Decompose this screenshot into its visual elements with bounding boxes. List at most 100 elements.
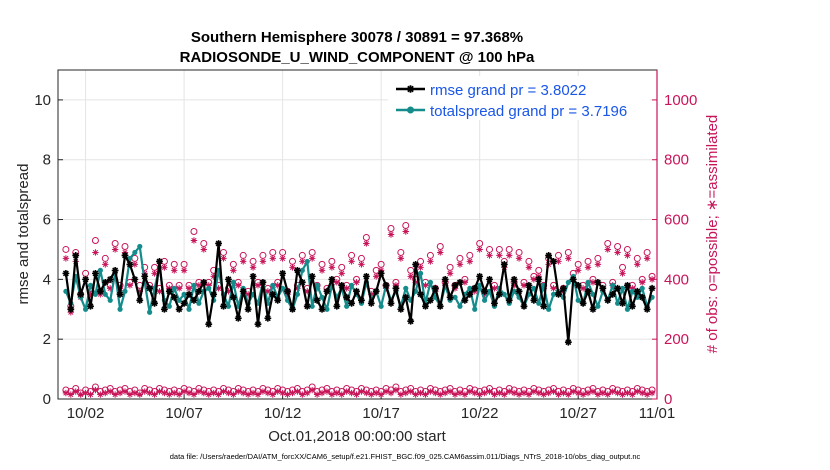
rmse-point	[77, 290, 85, 298]
totalspread-point	[619, 285, 626, 291]
rmse-point	[604, 296, 612, 304]
rmse-point	[476, 272, 484, 280]
rmse-point	[303, 302, 311, 310]
obs-assimilated-marker	[215, 285, 222, 292]
totalspread-point	[610, 282, 616, 288]
totalspread-point	[481, 297, 488, 303]
totalspread-point	[585, 279, 591, 285]
rmse-point	[229, 293, 237, 301]
obs-possible-marker	[604, 239, 612, 247]
totalspread-point	[280, 285, 286, 291]
obs-assimilated-low-marker	[161, 389, 168, 397]
obs-assimilated-low-marker	[328, 391, 336, 398]
obs-assimilated-low-marker	[180, 388, 188, 395]
obs-assimilated-marker	[446, 270, 454, 277]
obs-assimilated-low-marker	[67, 391, 75, 398]
totalspread-point	[294, 291, 301, 297]
rmse-point	[121, 252, 129, 259]
obs-possible-marker	[466, 251, 474, 259]
obs-possible-marker	[417, 257, 425, 265]
obs-assimilated-low-marker	[185, 389, 193, 397]
obs-assimilated-low-marker	[348, 389, 355, 397]
rmse-point	[289, 305, 296, 313]
rmse-point	[638, 293, 646, 301]
obs-possible-marker	[357, 254, 365, 262]
y2-tick-label: 800	[664, 152, 689, 169]
obs-assimilated-low-marker	[358, 388, 365, 395]
rmse-point	[520, 302, 528, 310]
rmse-line	[64, 242, 654, 344]
totalspread-point	[82, 306, 89, 312]
rmse-point	[402, 293, 410, 301]
obs-assimilated-marker	[279, 255, 286, 262]
totalspread-point	[536, 300, 542, 306]
obs-assimilated-marker	[614, 249, 621, 256]
obs-assimilated-marker	[491, 285, 498, 292]
rmse-point	[220, 302, 227, 310]
obs-assimilated-marker	[235, 282, 242, 289]
obs-assimilated-low-marker	[535, 389, 542, 397]
obs-possible-marker	[348, 251, 356, 259]
rmse-point	[126, 261, 134, 268]
legend-box	[388, 76, 650, 120]
obs-possible-marker	[62, 245, 70, 253]
obs-assimilated-marker	[259, 258, 267, 265]
obs-assimilated-marker	[427, 258, 434, 265]
totalspread-point	[92, 291, 99, 297]
rmse-point	[269, 290, 277, 298]
obs-assimilated-marker	[437, 249, 444, 256]
obs-assimilated-marker	[530, 276, 538, 283]
obs-assimilated-low-marker	[614, 389, 621, 397]
rmse-point	[298, 278, 306, 286]
footnote: data file: /Users/raeder/DAI/ATM_forcXX/…	[170, 452, 641, 461]
obs-assimilated-marker	[550, 285, 557, 292]
obs-possible-marker	[623, 245, 631, 253]
obs-assimilated-low-marker	[520, 389, 528, 397]
obs-assimilated-low-marker	[594, 391, 602, 398]
rmse-point	[471, 284, 479, 292]
totalspread-point	[452, 294, 458, 300]
rmse-point	[239, 287, 247, 295]
rmse-point	[294, 266, 301, 274]
totalspread-point	[309, 303, 315, 309]
rmse-point	[151, 299, 158, 307]
obs-assimilated-marker	[363, 240, 370, 247]
totalspread-point	[132, 249, 138, 256]
y2-tick-label: 1000	[664, 92, 697, 109]
obs-assimilated-low-marker	[353, 391, 360, 398]
obs-assimilated-low-marker	[427, 388, 434, 395]
obs-assimilated-low-marker	[466, 388, 474, 395]
rmse-point	[446, 293, 454, 301]
obs-assimilated-marker	[353, 279, 360, 286]
rmse-point	[574, 281, 582, 289]
obs-possible-marker	[151, 263, 159, 271]
obs-assimilated-low-marker	[363, 389, 370, 397]
obs-assimilated-low-marker	[131, 389, 139, 397]
totalspread-point	[477, 282, 483, 288]
obs-assimilated-low-marker	[284, 391, 291, 398]
totalspread-point	[206, 285, 212, 291]
totalspread-point	[629, 288, 635, 294]
rmse-point	[609, 290, 617, 298]
obs-possible-marker	[564, 248, 572, 256]
obs-assimilated-marker	[175, 285, 183, 292]
obs-assimilated-low-marker	[565, 391, 572, 398]
totalspread-point	[147, 309, 153, 315]
obs-assimilated-marker	[92, 249, 99, 256]
obs-assimilated-low-marker	[624, 389, 631, 397]
x-tick-label: 10/22	[461, 405, 499, 422]
rmse-point	[624, 281, 631, 289]
totalspread-point	[624, 306, 631, 312]
rmse-point	[225, 275, 232, 283]
rmse-point	[185, 290, 193, 298]
obs-assimilated-marker	[407, 273, 414, 280]
legend-spread-label: totalspread grand pr = 3.7196	[430, 103, 627, 120]
obs-assimilated-marker	[220, 255, 227, 262]
obs-assimilated-low-marker	[619, 391, 626, 398]
rmse-point	[67, 305, 75, 313]
rmse-point	[461, 296, 469, 304]
rmse-point	[249, 272, 257, 280]
obs-possible-marker	[397, 248, 405, 256]
totalspread-point	[457, 303, 463, 309]
